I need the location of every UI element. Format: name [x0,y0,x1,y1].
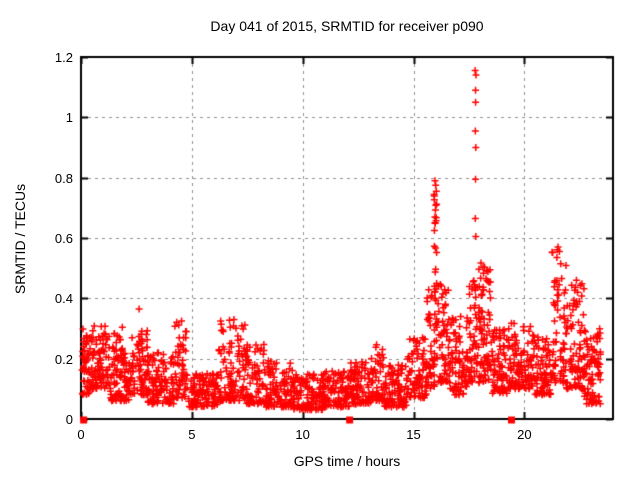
x-axis-label: GPS time / hours [293,453,401,469]
y-tick-label: 1 [65,110,73,126]
y-tick-label: 1.2 [54,50,73,65]
y-axis-label: SRMTID / TECUs [12,183,28,295]
x-tick-label: 15 [406,427,421,442]
y-tick-label: 0.8 [54,170,73,186]
chart-title: Day 041 of 2015, SRMTID for receiver p09… [210,18,484,34]
y-tick-label: 0 [65,412,73,427]
y-tick-label: 0.4 [54,291,73,307]
y-tick-label: 0.2 [54,351,73,367]
x-tick-label: 20 [517,427,532,442]
x-tick-label: 0 [77,427,85,442]
y-tick-label: 0.6 [54,231,73,246]
x-tick-label: 10 [295,427,310,442]
x-tick-label: 5 [188,427,196,442]
